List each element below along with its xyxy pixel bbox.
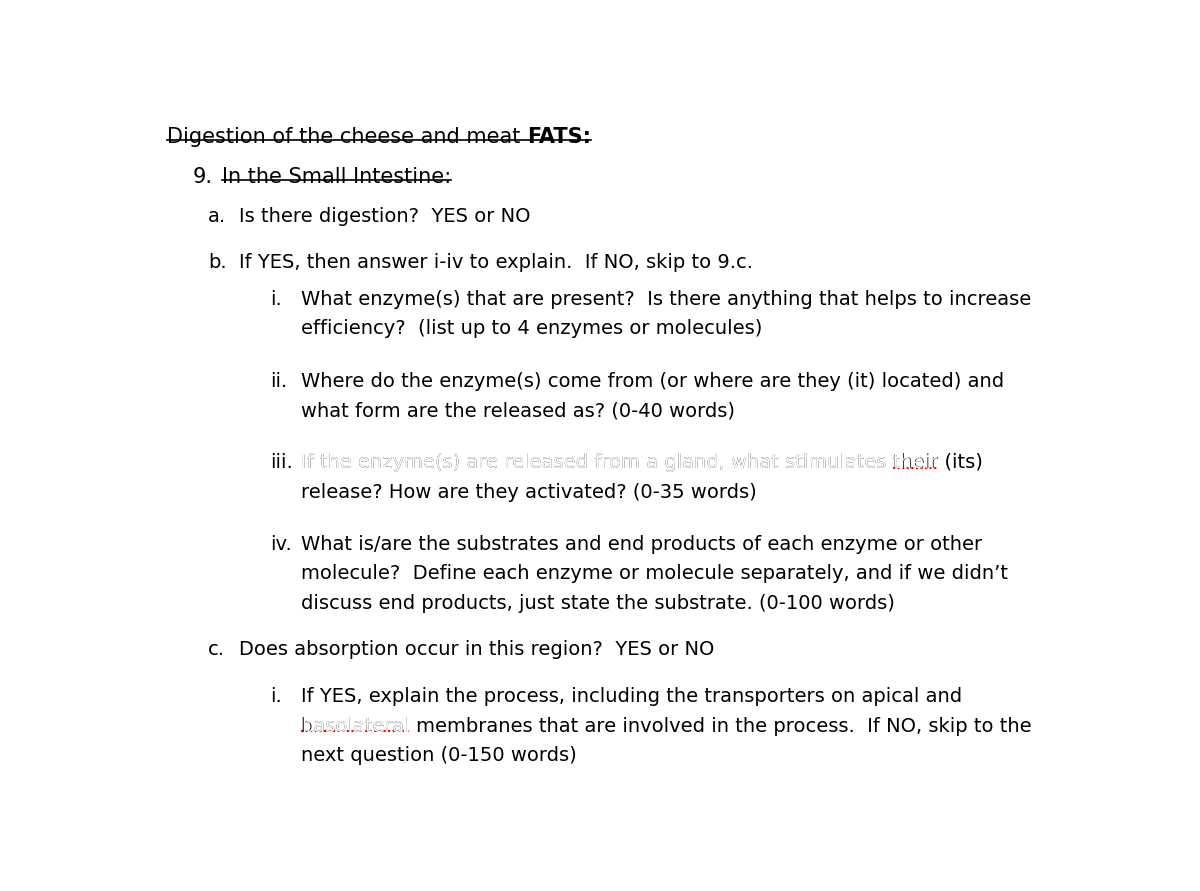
Text: i.: i.	[270, 290, 282, 309]
Text: release? How are they activated? (0-35 words): release? How are they activated? (0-35 w…	[301, 483, 757, 502]
Text: their: their	[893, 454, 938, 472]
Text: Where do the enzyme(s) come from (or where are they (it) located) and: Where do the enzyme(s) come from (or whe…	[301, 372, 1004, 391]
Text: i.: i.	[270, 688, 282, 707]
Text: basolateral membranes that are involved in the process.  If NO, skip to the: basolateral membranes that are involved …	[301, 716, 1032, 736]
Text: 9.: 9.	[193, 167, 212, 187]
Text: FATS:: FATS:	[527, 127, 592, 147]
Text: basolateral: basolateral	[301, 716, 410, 736]
Text: Does absorption occur in this region?  YES or NO: Does absorption occur in this region? YE…	[239, 640, 714, 658]
Text: If YES, then answer i-iv to explain.  If NO, skip to 9.c.: If YES, then answer i-iv to explain. If …	[239, 253, 754, 273]
Text: b.: b.	[208, 253, 227, 273]
Text: c.: c.	[208, 640, 226, 658]
Text: What enzyme(s) that are present?  Is there anything that helps to increase: What enzyme(s) that are present? Is ther…	[301, 290, 1031, 309]
Text: What is/are the substrates and end products of each enzyme or other: What is/are the substrates and end produ…	[301, 535, 983, 554]
Text: Digestion of the cheese and meat: Digestion of the cheese and meat	[167, 127, 527, 147]
Text: If the enzyme(s) are released from a gland, what stimulates: If the enzyme(s) are released from a gla…	[301, 454, 893, 472]
Text: molecule?  Define each enzyme or molecule separately, and if we didn’t: molecule? Define each enzyme or molecule…	[301, 564, 1008, 584]
Text: a.: a.	[208, 207, 227, 226]
Text: what form are the released as? (0-40 words): what form are the released as? (0-40 wor…	[301, 401, 736, 420]
Text: iv.: iv.	[270, 535, 292, 554]
Text: ii.: ii.	[270, 372, 287, 391]
Text: discuss end products, just state the substrate. (0-100 words): discuss end products, just state the sub…	[301, 593, 895, 612]
Text: If the enzyme(s) are released from a gland, what stimulates their (its): If the enzyme(s) are released from a gla…	[301, 454, 983, 472]
Text: iii.: iii.	[270, 454, 293, 472]
Text: In the Small Intestine:: In the Small Intestine:	[222, 167, 451, 187]
Text: next question (0-150 words): next question (0-150 words)	[301, 746, 577, 765]
Text: Is there digestion?  YES or NO: Is there digestion? YES or NO	[239, 207, 530, 226]
Text: If YES, explain the process, including the transporters on apical and: If YES, explain the process, including t…	[301, 688, 962, 707]
Text: efficiency?  (list up to 4 enzymes or molecules): efficiency? (list up to 4 enzymes or mol…	[301, 320, 762, 339]
